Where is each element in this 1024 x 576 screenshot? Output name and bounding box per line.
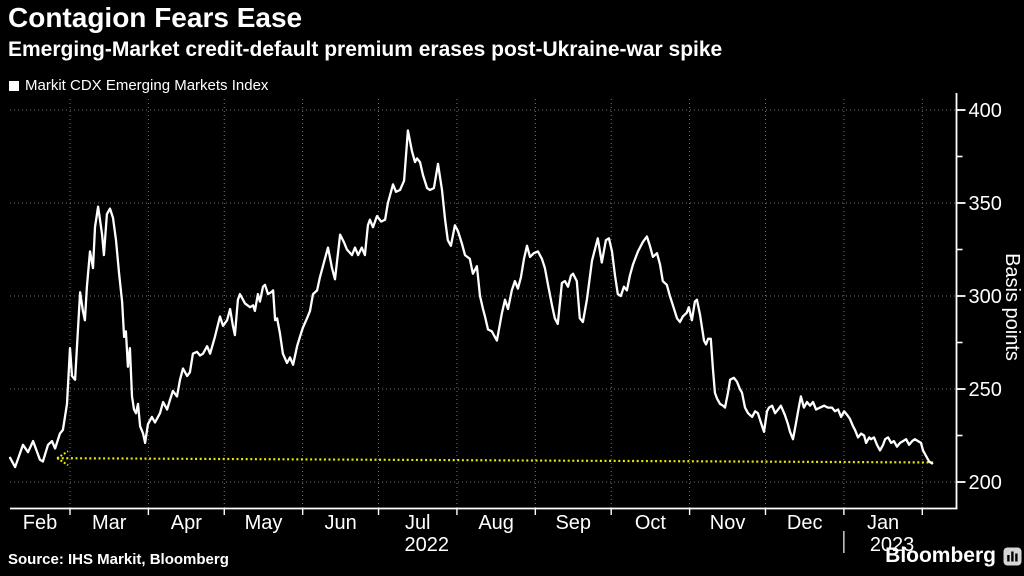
y-tick-label: 250 <box>969 379 1002 401</box>
chart-title: Contagion Fears Ease <box>8 2 303 33</box>
bloomberg-chart-icon <box>1003 547 1022 565</box>
legend-label: Markit CDX Emerging Markets Index <box>25 77 269 94</box>
x-month-label: Mar <box>92 512 127 534</box>
bloomberg-wordmark: Bloomberg <box>885 544 996 567</box>
x-month-label: Aug <box>478 512 514 534</box>
x-month-label: Jul <box>405 512 431 534</box>
y-tick-label: 350 <box>969 193 1002 215</box>
reference-dotted-line <box>57 457 934 464</box>
y-axis-title: Basis points <box>1001 253 1023 361</box>
bloomberg-logo: Bloomberg <box>885 544 1022 568</box>
x-month-label: Apr <box>171 512 202 534</box>
x-year-label: 2022 <box>404 534 449 556</box>
chart-subtitle: Emerging-Market credit-default premium e… <box>8 38 723 61</box>
legend: Markit CDX Emerging Markets Index <box>9 77 268 94</box>
x-month-label: Jan <box>867 512 899 534</box>
legend-swatch-icon <box>9 80 19 91</box>
series-line <box>8 129 934 469</box>
x-month-label: Sep <box>555 512 591 534</box>
x-month-label: May <box>245 512 283 534</box>
y-tick-label: 200 <box>969 472 1002 494</box>
y-tick-label: 300 <box>969 286 1002 308</box>
source-note: Source: IHS Markit, Bloomberg <box>8 551 229 568</box>
x-month-label: Feb <box>23 512 57 534</box>
x-month-label: Oct <box>635 512 667 534</box>
x-month-label: Jun <box>324 512 356 534</box>
y-tick-label: 400 <box>969 100 1002 122</box>
x-month-label: Dec <box>787 512 823 534</box>
x-month-label: Nov <box>710 512 746 534</box>
x-year-label: 2023 <box>870 534 915 556</box>
